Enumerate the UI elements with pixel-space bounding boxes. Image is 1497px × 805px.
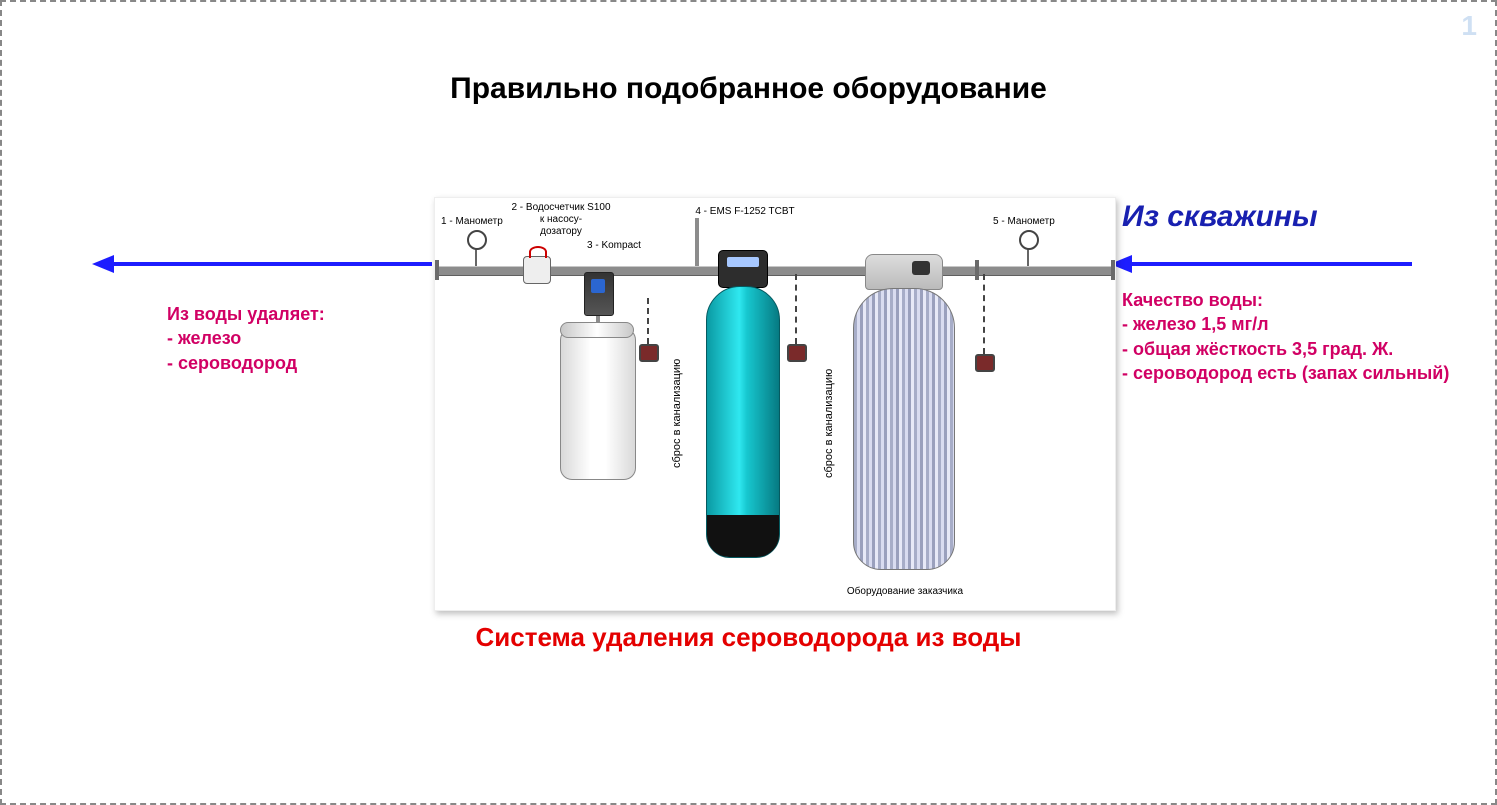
arrow-out-head-icon <box>92 255 114 273</box>
gauge-icon <box>467 230 487 250</box>
arrow-out-line <box>114 262 432 266</box>
label-kompact: 3 - Kompact <box>587 240 641 251</box>
drain-text: сброс в канализацию <box>823 318 835 478</box>
quality-item: - общая жёсткость 3,5 град. Ж. <box>1122 337 1449 361</box>
page-title: Правильно подобранное оборудование <box>2 72 1495 106</box>
drain-valve-icon <box>639 344 659 362</box>
removes-item: - сероводород <box>167 351 325 375</box>
label-water-meter-sub: к насосу- <box>501 214 621 225</box>
quality-item: - сероводород есть (запах сильный) <box>1122 361 1449 385</box>
drain-valve-icon <box>787 344 807 362</box>
ems-filter-icon <box>706 272 778 572</box>
label-water-meter: 2 - Водосчетчик S100 <box>501 202 621 213</box>
from-well-label: Из скважины <box>1122 200 1318 234</box>
drain-text: сброс в канализацию <box>671 308 683 468</box>
flange-icon <box>1111 260 1115 280</box>
drain-line-icon <box>795 274 797 344</box>
quality-item: - железо 1,5 мг/л <box>1122 312 1449 336</box>
page: 1 Правильно подобранное оборудование Из … <box>0 0 1497 805</box>
label-water-meter-sub: дозатору <box>501 226 621 237</box>
kompact-unit-icon <box>560 328 634 478</box>
quality-block: Качество воды: - железо 1,5 мг/л - общая… <box>1122 288 1449 385</box>
label-manometer-5: 5 - Манометр <box>993 216 1055 227</box>
equipment-diagram: 1 - Манометр 2 - Водосчетчик S100 к насо… <box>434 197 1116 611</box>
drain-line-icon <box>647 298 649 344</box>
ems-cylinder-icon <box>706 286 780 558</box>
quality-header: Качество воды: <box>1122 288 1449 312</box>
page-number: 1 <box>1461 10 1477 42</box>
dosing-pump-icon <box>584 272 614 316</box>
riser-pipe <box>695 218 699 266</box>
customer-cylinder-icon <box>853 288 955 570</box>
removes-header: Из воды удаляет: <box>167 302 325 326</box>
removes-block: Из воды удаляет: - железо - сероводород <box>167 302 325 375</box>
label-ems: 4 - EMS F-1252 TCBT <box>675 206 815 217</box>
flange-icon <box>435 260 439 280</box>
customer-filter-icon <box>853 272 953 572</box>
diagram-subtitle: Система удаления сероводорода из воды <box>2 622 1495 653</box>
removes-item: - железо <box>167 326 325 350</box>
water-meter-icon <box>523 256 549 282</box>
ems-control-head-icon <box>718 250 768 288</box>
drain-line-icon <box>983 274 985 354</box>
flange-icon <box>975 260 979 280</box>
label-manometer-1: 1 - Манометр <box>441 216 503 227</box>
dosing-tank-icon <box>560 328 636 480</box>
drain-valve-icon <box>975 354 995 372</box>
label-customer-equipment: Оборудование заказчика <box>835 586 975 597</box>
gauge-icon <box>1019 230 1039 250</box>
customer-head-icon <box>865 254 943 290</box>
arrow-in-line <box>1132 262 1412 266</box>
